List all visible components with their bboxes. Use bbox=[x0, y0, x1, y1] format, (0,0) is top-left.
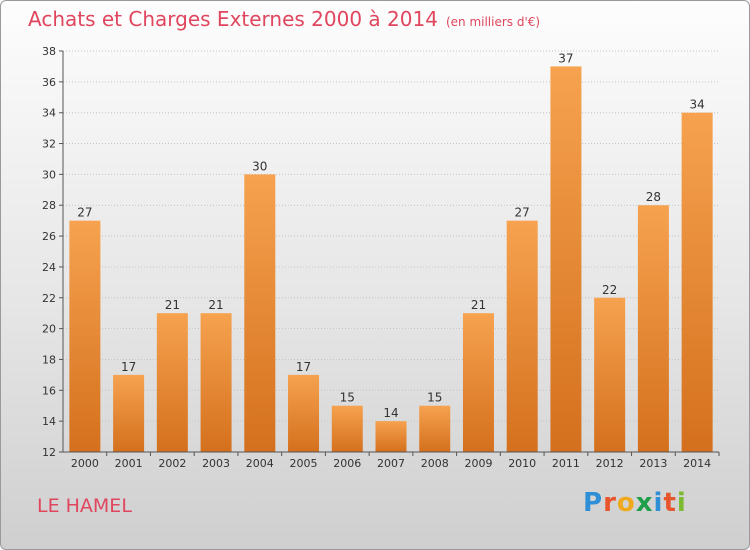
bar-value-label: 27 bbox=[515, 206, 530, 220]
bar-value-label: 17 bbox=[296, 360, 311, 374]
x-tick-label: 2006 bbox=[333, 457, 361, 470]
logo-letter: t bbox=[663, 488, 677, 518]
chart-title: Achats et Charges Externes 2000 à 2014 bbox=[28, 7, 438, 31]
bar-2013 bbox=[637, 205, 669, 452]
x-tick-label: 2007 bbox=[377, 457, 405, 470]
y-tick-label: 24 bbox=[42, 261, 56, 274]
bar-value-label: 27 bbox=[77, 206, 92, 220]
y-tick-label: 18 bbox=[42, 353, 56, 366]
y-tick-label: 34 bbox=[42, 107, 56, 120]
y-tick-label: 36 bbox=[42, 76, 56, 89]
logo-letter: P bbox=[583, 488, 604, 518]
bar-2008 bbox=[419, 405, 451, 452]
x-tick-label: 2002 bbox=[158, 457, 186, 470]
axes bbox=[59, 50, 720, 456]
y-tick-label: 22 bbox=[42, 292, 56, 305]
bar-value-label: 28 bbox=[646, 190, 661, 204]
bar-value-label: 21 bbox=[165, 298, 180, 312]
x-tick-label: 2013 bbox=[639, 457, 667, 470]
bar-2006 bbox=[331, 405, 363, 452]
x-tick-label: 2009 bbox=[464, 457, 492, 470]
y-tick-label: 28 bbox=[42, 199, 56, 212]
bar-value-label: 14 bbox=[383, 406, 398, 420]
bar-2000 bbox=[69, 220, 101, 452]
logo-letter: i bbox=[676, 488, 687, 518]
x-tick-label: 2003 bbox=[202, 457, 230, 470]
logo-letter: i bbox=[653, 488, 664, 518]
logo-letter: o bbox=[616, 488, 636, 518]
bar-2009 bbox=[462, 313, 494, 452]
y-tick-label: 16 bbox=[42, 384, 56, 397]
bar-2011 bbox=[550, 66, 582, 452]
x-tick-label: 2014 bbox=[683, 457, 711, 470]
bar-2010 bbox=[506, 220, 538, 452]
bar-2005 bbox=[288, 374, 320, 452]
logo-letter: r bbox=[603, 488, 617, 518]
x-tick-label: 2008 bbox=[421, 457, 449, 470]
bar-2004 bbox=[244, 174, 276, 452]
y-tick-label: 14 bbox=[42, 415, 56, 428]
x-tick-label: 2012 bbox=[596, 457, 624, 470]
y-tick-label: 30 bbox=[42, 168, 56, 181]
bar-2007 bbox=[375, 421, 407, 452]
logo-letter: x bbox=[635, 488, 654, 518]
proxiti-logo: Proxiti bbox=[583, 488, 687, 518]
bar-value-label: 21 bbox=[208, 298, 223, 312]
bar-2014 bbox=[681, 112, 713, 452]
bar-value-label: 37 bbox=[558, 51, 573, 65]
labels: 12 14 16 18 20 22 24 26 28 30 32 34 36 38 27 2000 17 2001… bbox=[42, 45, 711, 470]
x-tick-label: 2001 bbox=[115, 457, 143, 470]
bar-2012 bbox=[594, 297, 626, 452]
y-tick-label: 38 bbox=[42, 45, 56, 58]
x-tick-label: 2004 bbox=[246, 457, 274, 470]
chart-unit: (en milliers d'€) bbox=[445, 15, 541, 29]
y-tick-label: 20 bbox=[42, 323, 56, 336]
bar-value-label: 21 bbox=[471, 298, 486, 312]
x-tick-label: 2011 bbox=[552, 457, 580, 470]
bar-value-label: 34 bbox=[689, 98, 704, 112]
x-tick-label: 2000 bbox=[71, 457, 99, 470]
bar-value-label: 15 bbox=[427, 391, 442, 405]
chart-title-block: Achats et Charges Externes 2000 à 2014 (e… bbox=[28, 7, 540, 31]
x-tick-label: 2010 bbox=[508, 457, 536, 470]
y-tick-label: 12 bbox=[42, 446, 56, 459]
bar-2003 bbox=[200, 313, 232, 452]
x-tick-label: 2005 bbox=[290, 457, 318, 470]
y-tick-label: 32 bbox=[42, 138, 56, 151]
bar-2002 bbox=[156, 313, 188, 452]
bar-value-label: 17 bbox=[121, 360, 136, 374]
y-tick-label: 26 bbox=[42, 230, 56, 243]
bar-value-label: 22 bbox=[602, 283, 617, 297]
bars bbox=[69, 66, 713, 452]
bar-value-label: 15 bbox=[340, 391, 355, 405]
place-name: LE HAMEL bbox=[37, 495, 132, 517]
bar-value-label: 30 bbox=[252, 159, 267, 173]
bar-2001 bbox=[113, 374, 145, 452]
